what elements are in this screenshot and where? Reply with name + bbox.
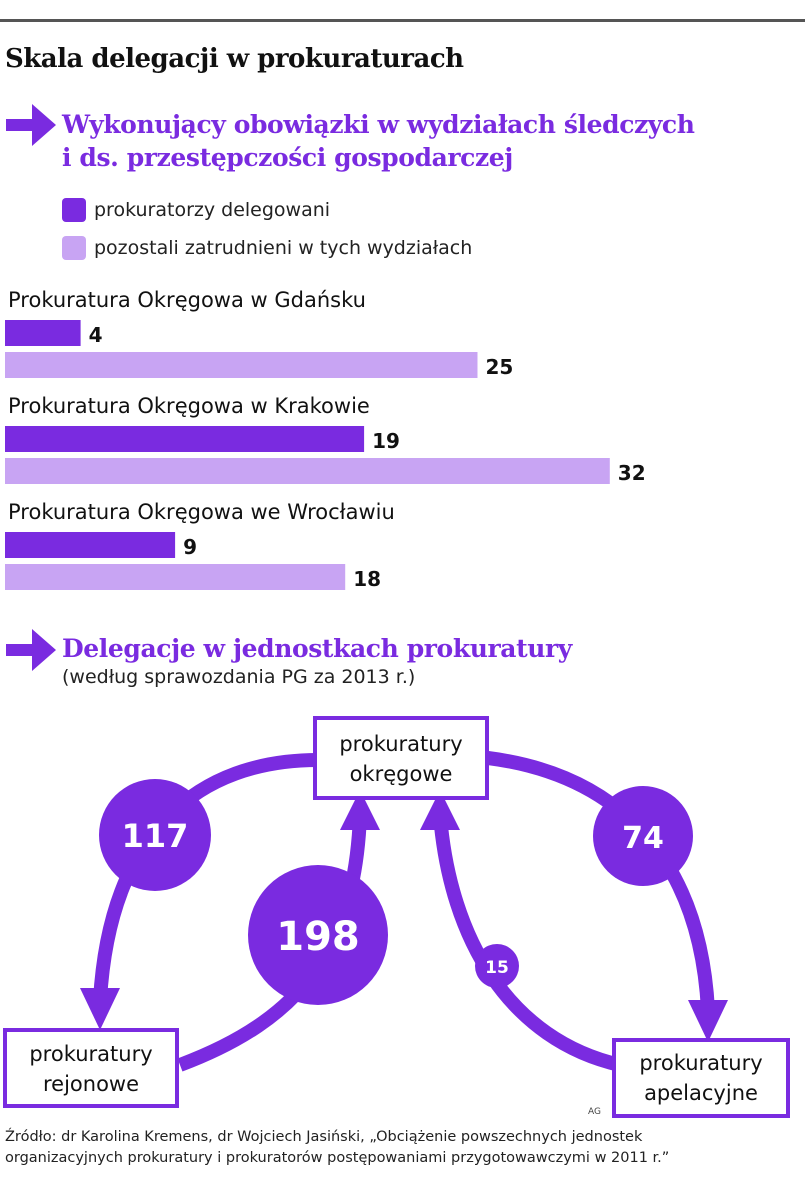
arrowhead-to-okregowe-right	[420, 790, 460, 830]
bar-value-0-1: 25	[486, 355, 514, 379]
flow-circle-198: 198	[248, 865, 388, 1005]
flow-circle-74: 74	[593, 786, 693, 886]
section1-title-line1: Wykonujący obowiązki w wydziałach śledcz…	[62, 110, 695, 139]
arrowhead-to-okregowe-left	[340, 790, 380, 830]
bar-value-0-0: 4	[89, 323, 103, 347]
flow-circle-117: 117	[99, 779, 211, 891]
bar-value-2-1: 18	[353, 567, 381, 591]
bar-value-1-1: 32	[618, 461, 646, 485]
section1-title-line2: i ds. przestępczości gospodarczej	[62, 143, 513, 172]
section1-title: Wykonujący obowiązki w wydziałach śledcz…	[62, 108, 695, 174]
legend-label-others: pozostali zatrudnieni w tych wydziałach	[94, 237, 473, 259]
box-okregowe-line2: okręgowe	[350, 762, 453, 786]
top-rule	[0, 19, 805, 22]
flow-value-15: 15	[485, 958, 509, 978]
legend-swatch-others	[62, 236, 86, 260]
category-label-2: Prokuratura Okręgowa we Wrocławiu	[8, 500, 395, 524]
bar-2-0	[5, 532, 176, 558]
legend-item-delegated: prokuratorzy delegowani	[62, 198, 330, 222]
main-title: Skala delegacji w prokuraturach	[5, 44, 464, 74]
bar-0-0	[5, 320, 81, 346]
bar-2-1	[5, 564, 346, 590]
section2-subtitle: (według sprawozdania PG za 2013 r.)	[62, 666, 416, 688]
bar-0-1	[5, 352, 478, 378]
bar-1-1	[5, 458, 610, 484]
arrow-right-icon	[6, 104, 56, 146]
bar-value-1-0: 19	[372, 429, 400, 453]
legend-item-others: pozostali zatrudnieni w tych wydziałach	[62, 236, 472, 260]
bar-1-0	[5, 426, 365, 452]
arrowhead-to-apelacyjne	[688, 1000, 728, 1042]
bar-chart: Prokuratura Okręgowa w Gdańsku 4 25 Prokura…	[5, 288, 646, 591]
legend-swatch-delegated	[62, 198, 86, 222]
category-label-1: Prokuratura Okręgowa w Krakowie	[8, 394, 370, 418]
box-apelacyjne: prokuratury apelacyjne	[612, 1038, 790, 1118]
box-apelacyjne-line1: prokuratury	[639, 1051, 762, 1075]
credit: AG	[588, 1107, 601, 1117]
box-okregowe-line1: prokuratury	[339, 732, 462, 756]
source-line2: organizacyjnych prokuratury i prokurator…	[5, 1150, 670, 1166]
arrow-right-icon-2	[6, 629, 56, 671]
flow-value-74: 74	[622, 821, 664, 856]
flow-diagram: 117 198 74 15 prokuratury okręgowe proku…	[3, 716, 790, 1118]
flow-value-198: 198	[276, 914, 360, 960]
source: Źródło: dr Karolina Kremens, dr Wojciech…	[5, 1127, 669, 1169]
flow-arc-apelacyjne-okregowe	[433, 814, 622, 1072]
box-rejonowe-line2: rejonowe	[43, 1072, 139, 1096]
flow-value-117: 117	[122, 817, 189, 855]
legend-label-delegated: prokuratorzy delegowani	[94, 199, 331, 221]
box-rejonowe-line1: prokuratury	[29, 1042, 152, 1066]
box-okregowe: prokuratury okręgowe	[313, 716, 489, 800]
flow-circle-15: 15	[475, 944, 519, 988]
category-label-0: Prokuratura Okręgowa w Gdańsku	[8, 288, 366, 312]
bar-value-2-0: 9	[183, 535, 197, 559]
source-line1: Źródło: dr Karolina Kremens, dr Wojciech…	[5, 1129, 643, 1145]
box-apelacyjne-line2: apelacyjne	[644, 1081, 758, 1105]
box-rejonowe: prokuratury rejonowe	[3, 1028, 179, 1108]
section2-title: Delegacje w jednostkach prokuratury	[62, 634, 572, 663]
flow-arc-okregowe-apelacyjne	[487, 751, 715, 1011]
arrowhead-to-rejonowe	[80, 988, 120, 1030]
